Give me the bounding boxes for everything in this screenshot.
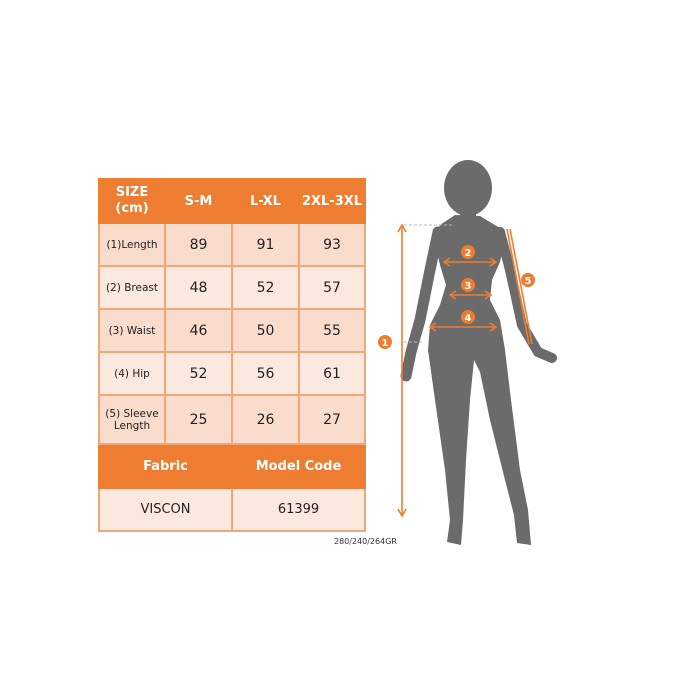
row-label: (1)Length <box>98 222 166 267</box>
size-2xl3xl-header: 2XL-3XL <box>298 178 366 224</box>
size-chart-table: SIZE (cm) S-M L-XL 2XL-3XL (1)Length 89 … <box>98 178 366 532</box>
cell: 57 <box>298 265 366 310</box>
cell: 26 <box>231 394 300 445</box>
row-label: (2) Breast <box>98 265 166 310</box>
cell: 89 <box>164 222 233 267</box>
row-label: (4) Hip <box>98 351 166 396</box>
guide-lines <box>404 224 452 343</box>
marker-5: 5 <box>525 276 532 287</box>
cell: 46 <box>164 308 233 353</box>
cell: 25 <box>164 394 233 445</box>
cell: 56 <box>231 351 300 396</box>
marker-3: 3 <box>465 281 472 292</box>
table-row: (5) Sleeve Length 25 26 27 <box>98 394 366 445</box>
fabric-value: VISCON <box>98 487 233 532</box>
cell: 52 <box>164 351 233 396</box>
table-row: (2) Breast 48 52 57 <box>98 265 366 310</box>
weight-note: 280/240/264GR <box>334 537 397 546</box>
table-row: (4) Hip 52 56 61 <box>98 351 366 396</box>
cell: 93 <box>298 222 366 267</box>
row-label: (5) Sleeve Length <box>98 394 166 445</box>
footer-header-row: Fabric Model Code <box>98 443 366 489</box>
cell: 48 <box>164 265 233 310</box>
measurement-arrows <box>397 223 533 518</box>
table-row: (3) Waist 46 50 55 <box>98 308 366 353</box>
size-sm-header: S-M <box>164 178 233 224</box>
model-code-header: Model Code <box>231 443 366 489</box>
footer-row: VISCON 61399 <box>98 487 366 532</box>
cell: 55 <box>298 308 366 353</box>
fabric-header: Fabric <box>98 443 233 489</box>
marker-4: 4 <box>465 313 472 324</box>
cell: 52 <box>231 265 300 310</box>
table-header-row: SIZE (cm) S-M L-XL 2XL-3XL <box>98 178 366 224</box>
body-silhouette <box>400 160 557 545</box>
row-label: (3) Waist <box>98 308 166 353</box>
cell: 61 <box>298 351 366 396</box>
size-lxl-header: L-XL <box>231 178 300 224</box>
size-header: SIZE (cm) <box>98 178 166 224</box>
cell: 91 <box>231 222 300 267</box>
model-code-value: 61399 <box>231 487 366 532</box>
table-row: (1)Length 89 91 93 <box>98 222 366 267</box>
cell: 50 <box>231 308 300 353</box>
measurement-markers: 1 2 3 4 5 <box>378 245 535 349</box>
marker-2: 2 <box>465 248 472 259</box>
cell: 27 <box>298 394 366 445</box>
marker-1: 1 <box>382 338 389 349</box>
